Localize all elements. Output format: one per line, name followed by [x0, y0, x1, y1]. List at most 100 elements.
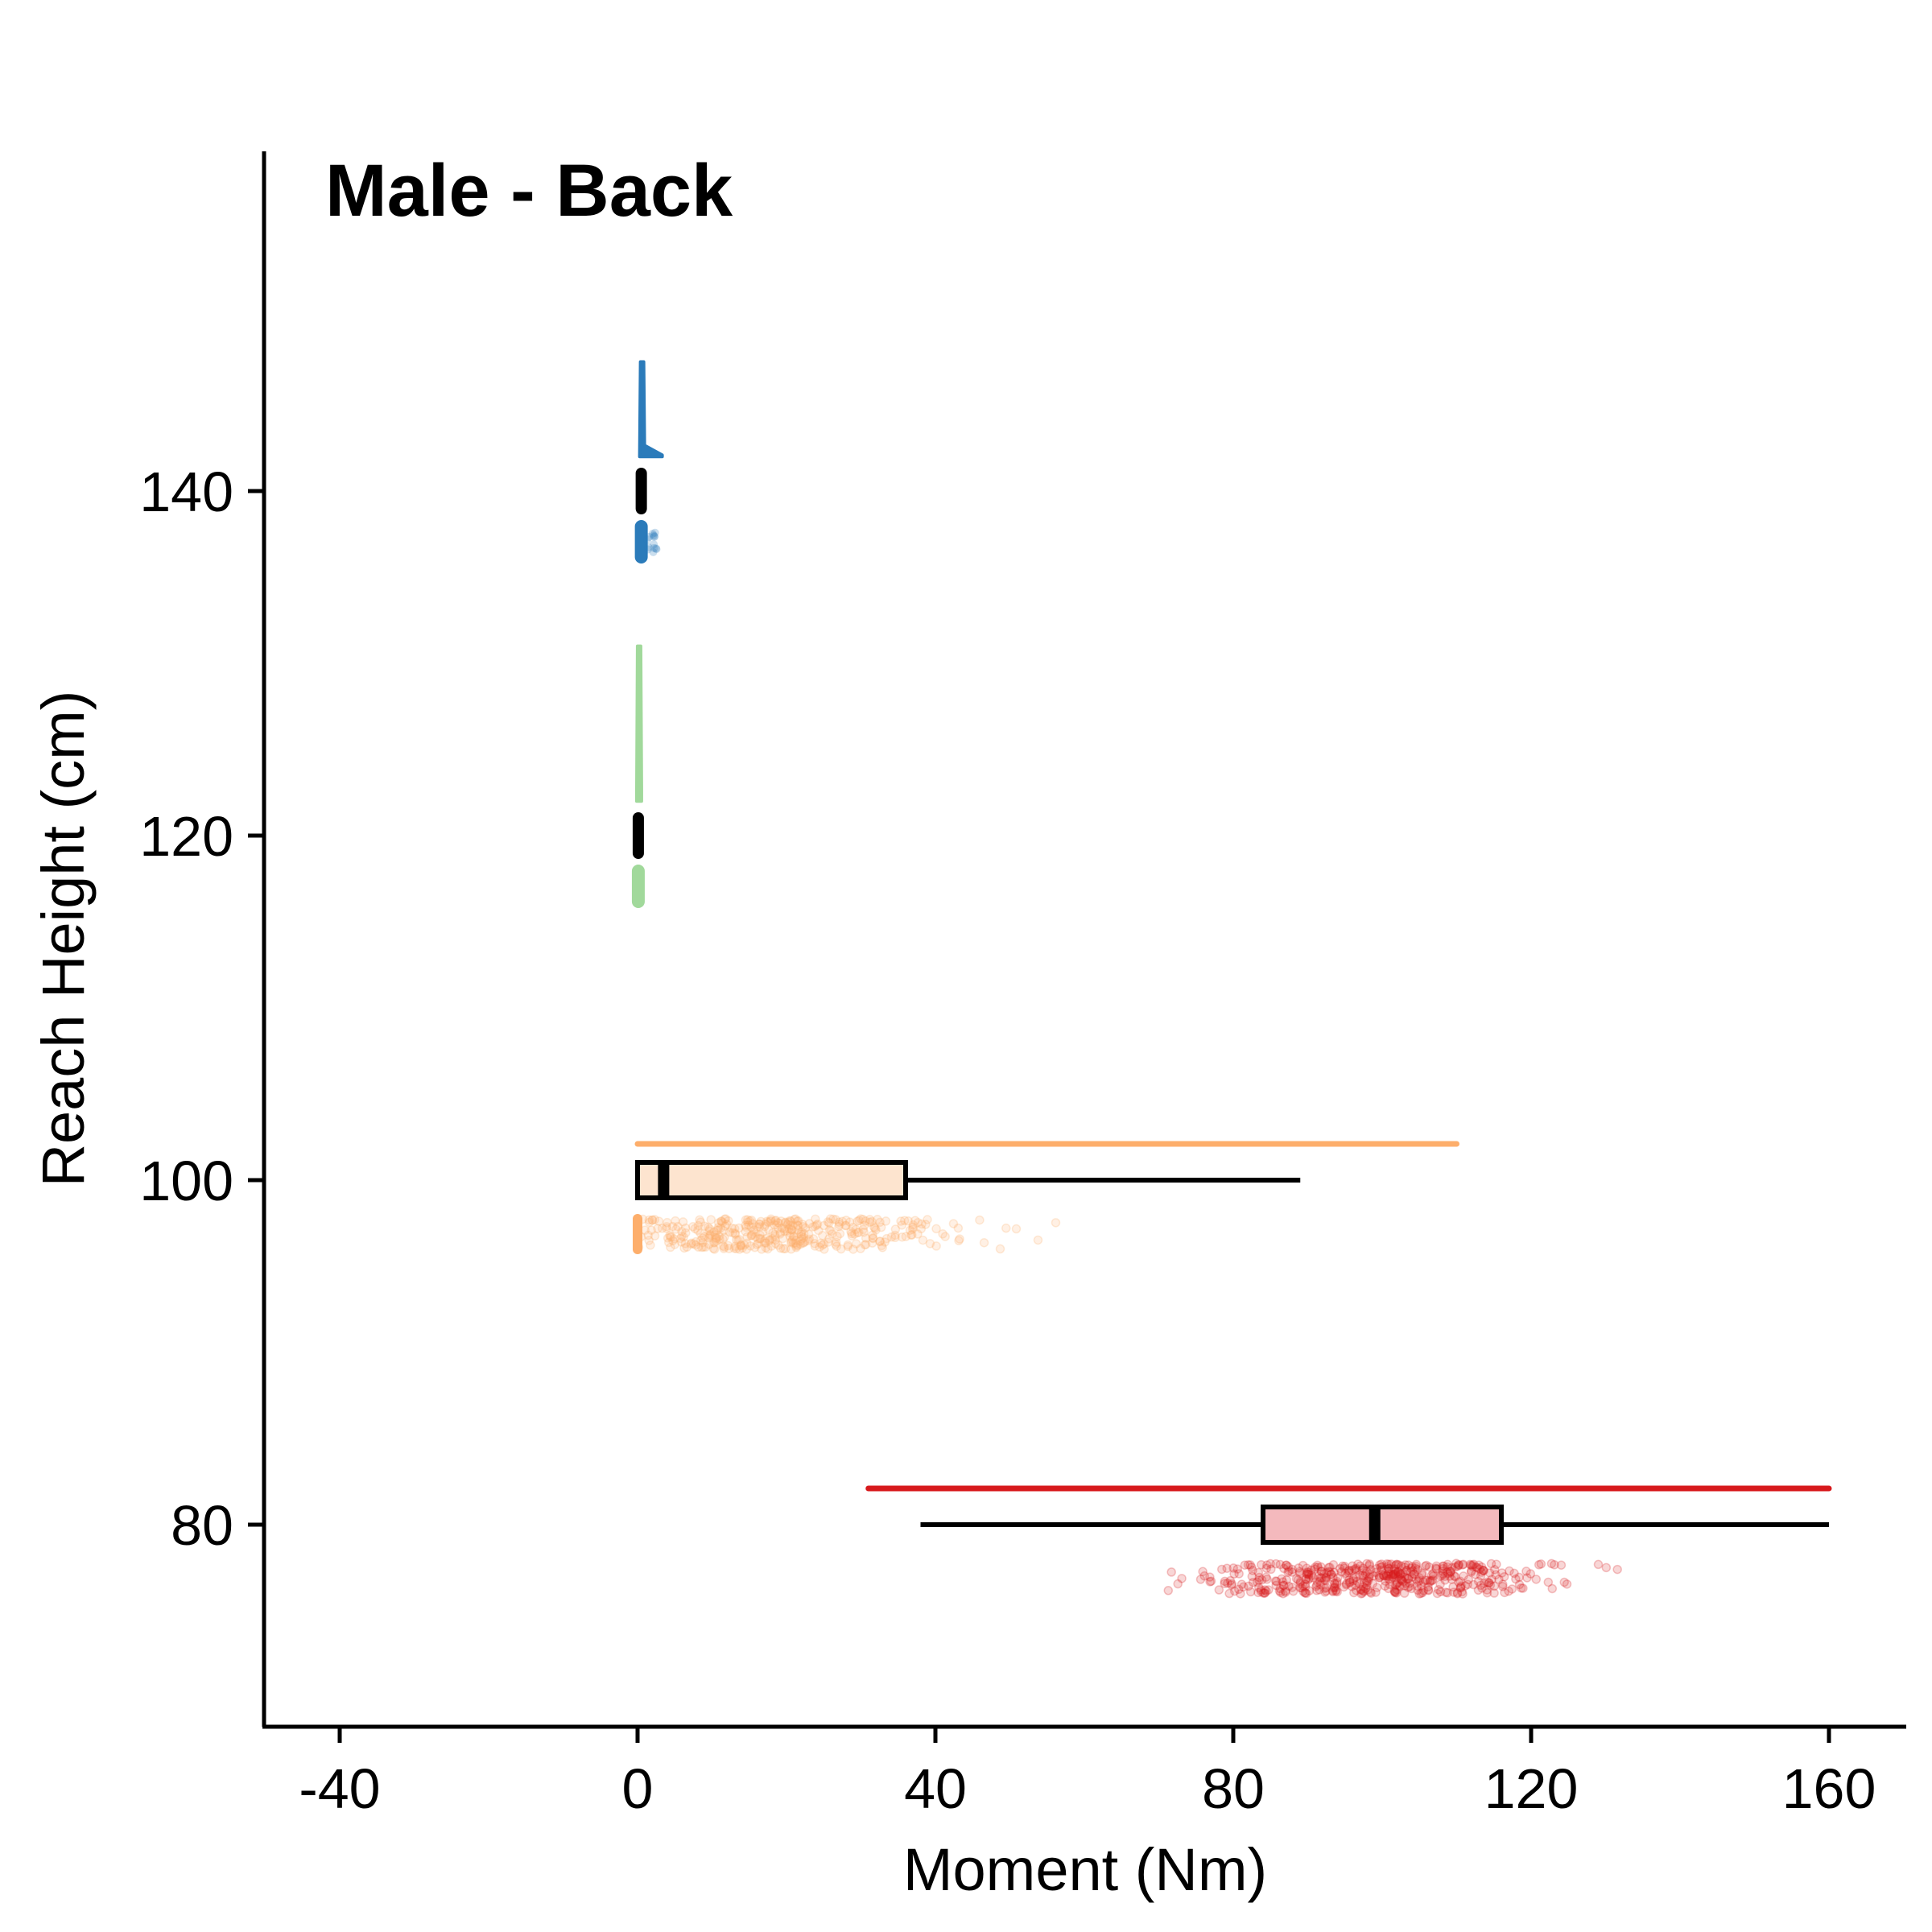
raw-point — [746, 1231, 756, 1241]
raw-point — [1477, 1583, 1487, 1593]
raw-point — [875, 1217, 885, 1228]
raw-point — [1399, 1588, 1410, 1598]
raw-point — [1443, 1568, 1453, 1579]
raw-point — [1413, 1577, 1422, 1587]
raw-point — [1329, 1578, 1340, 1588]
raw-point — [1428, 1571, 1439, 1581]
raw-point — [746, 1231, 757, 1241]
raw-point — [1390, 1560, 1401, 1571]
raw-point — [770, 1229, 780, 1240]
raw-point — [1482, 1587, 1492, 1598]
raw-point — [1518, 1583, 1528, 1593]
raw-point — [868, 1233, 878, 1243]
raw-point — [796, 1232, 807, 1241]
raw-point — [1438, 1567, 1447, 1576]
raw-point — [1331, 1587, 1341, 1596]
raw-point — [733, 1235, 743, 1245]
raw-point — [649, 531, 658, 540]
raw-point — [791, 1242, 801, 1253]
raw-point — [1443, 1587, 1452, 1598]
raw-point — [754, 1219, 764, 1229]
raw-point — [1389, 1570, 1399, 1579]
raw-point — [710, 1237, 720, 1248]
raw-point — [1411, 1559, 1422, 1570]
raw-point — [1377, 1559, 1386, 1569]
raw-point — [765, 1216, 775, 1227]
raw-point — [1467, 1566, 1476, 1576]
raw-point — [1316, 1567, 1327, 1576]
raw-point — [1406, 1567, 1416, 1577]
raw-point — [1313, 1571, 1323, 1582]
raw-point — [1406, 1563, 1416, 1573]
raw-point — [1264, 1585, 1274, 1595]
raw-point — [1471, 1570, 1480, 1579]
y-axis-ticks: 80 100 120 140 — [139, 460, 264, 1557]
raw-point — [1403, 1560, 1414, 1570]
raw-point — [1413, 1565, 1422, 1575]
raw-point — [1371, 1567, 1381, 1578]
raw-point — [1247, 1571, 1257, 1582]
raw-point — [1458, 1560, 1468, 1570]
raw-point — [1452, 1587, 1463, 1598]
raw-point — [1479, 1579, 1489, 1588]
raw-point — [1559, 1577, 1570, 1587]
raw-point — [645, 533, 654, 542]
raw-point — [791, 1241, 802, 1251]
raw-point — [676, 1237, 687, 1247]
raw-point — [1347, 1565, 1357, 1575]
raw-point — [1344, 1567, 1354, 1578]
raw-point — [840, 1220, 850, 1231]
raw-point — [810, 1221, 819, 1232]
raw-point — [1447, 1563, 1457, 1573]
raw-point — [1389, 1586, 1399, 1596]
raw-point — [1275, 1583, 1286, 1594]
raw-point — [1331, 1585, 1341, 1596]
raw-point — [908, 1222, 918, 1232]
raw-point — [1409, 1569, 1419, 1579]
raw-point — [770, 1220, 779, 1230]
raw-point — [1430, 1563, 1441, 1573]
raw-point — [938, 1229, 947, 1239]
raw-point — [1257, 1559, 1266, 1570]
raw-point — [798, 1238, 808, 1248]
raw-point — [1342, 1571, 1352, 1581]
raw-point — [765, 1235, 774, 1245]
raw-point — [1301, 1575, 1311, 1585]
raw-point — [1543, 1577, 1554, 1587]
raw-point — [723, 1241, 733, 1251]
raw-point — [1396, 1569, 1406, 1579]
raw-point — [690, 1224, 700, 1234]
raw-point — [736, 1241, 746, 1251]
raw-point — [858, 1215, 868, 1224]
raw-point — [1313, 1563, 1323, 1572]
raw-point — [1331, 1579, 1342, 1588]
raw-point — [1352, 1563, 1361, 1574]
raw-point — [763, 1217, 773, 1228]
raw-point — [875, 1236, 886, 1246]
raw-point — [668, 1236, 678, 1246]
raw-point — [1472, 1563, 1483, 1573]
raw-point — [1260, 1588, 1269, 1598]
raw-point — [1302, 1567, 1312, 1577]
raw-point — [691, 1236, 701, 1247]
raw-point — [1440, 1575, 1450, 1585]
raw-point — [1392, 1585, 1402, 1595]
raw-point — [1278, 1588, 1288, 1599]
raw-point — [788, 1238, 799, 1249]
raw-point — [729, 1224, 740, 1234]
raw-point — [744, 1220, 753, 1230]
raw-point — [1287, 1564, 1298, 1575]
y-tick-label: 120 — [139, 805, 233, 868]
raw-point — [1340, 1562, 1350, 1571]
raw-point — [1279, 1563, 1289, 1574]
raw-point — [1382, 1562, 1393, 1572]
raw-point — [1360, 1577, 1369, 1587]
raw-point — [651, 544, 660, 553]
raw-point — [1315, 1585, 1324, 1595]
raw-point — [1489, 1581, 1500, 1591]
raw-point — [953, 1223, 964, 1233]
raw-point — [1311, 1582, 1321, 1591]
raw-point — [1270, 1576, 1281, 1586]
raw-point — [1303, 1567, 1313, 1577]
raw-point — [1392, 1588, 1402, 1598]
